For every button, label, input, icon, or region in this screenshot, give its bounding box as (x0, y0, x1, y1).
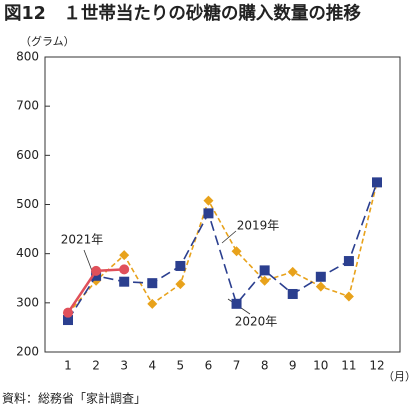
x-tick-label: 8 (261, 359, 269, 373)
marker (119, 264, 130, 275)
y-tick-label: 600 (16, 148, 39, 162)
y-tick-label: 400 (16, 246, 39, 260)
x-tick-label: 9 (289, 359, 297, 373)
marker (315, 271, 326, 282)
marker (259, 275, 270, 286)
y-tick-label: 300 (16, 295, 39, 309)
x-tick-label: 6 (205, 359, 213, 373)
x-axis-label: （月） (383, 370, 416, 383)
marker (147, 298, 158, 309)
x-tick-label: 5 (177, 359, 185, 373)
marker (372, 177, 382, 188)
series-label: 2019年 (237, 219, 280, 233)
marker (315, 281, 326, 292)
x-tick-label: 7 (233, 359, 241, 373)
marker (119, 250, 130, 261)
series-label: 2020年 (235, 315, 278, 329)
marker (175, 260, 186, 271)
series-line (67, 182, 378, 321)
y-tick-label: 800 (16, 50, 39, 64)
marker (119, 276, 130, 287)
x-tick-label: 1 (64, 359, 72, 373)
series-label: 2021年 (61, 233, 104, 247)
marker (343, 256, 354, 267)
chart-title: 図12 １世帯当たりの砂糖の購入数量の推移 (4, 3, 361, 24)
source: 資料：総務省「家計調査」 (2, 391, 146, 406)
marker (203, 208, 214, 219)
y-tick-label: 200 (16, 345, 39, 359)
marker (203, 195, 214, 206)
x-tick-label: 12 (369, 359, 384, 373)
marker (175, 279, 186, 290)
x-tick-label: 11 (341, 359, 356, 373)
marker (63, 307, 73, 318)
series-line (67, 182, 378, 315)
y-tick-label: 500 (16, 197, 39, 211)
x-tick-label: 3 (120, 359, 128, 373)
marker (231, 246, 242, 257)
marker (63, 315, 73, 326)
marker (231, 298, 242, 309)
x-tick-label: 2 (92, 359, 100, 373)
marker (343, 291, 354, 302)
y-tick-label: 700 (16, 99, 39, 113)
x-tick-label: 4 (148, 359, 156, 373)
x-tick-label: 10 (313, 359, 328, 373)
marker (259, 265, 270, 276)
marker (147, 278, 158, 289)
marker (91, 265, 102, 276)
y-axis-label: （グラム） (20, 34, 75, 48)
marker (287, 288, 298, 299)
plot-frame (44, 56, 401, 353)
marker (287, 266, 298, 277)
leader-line (221, 230, 237, 244)
